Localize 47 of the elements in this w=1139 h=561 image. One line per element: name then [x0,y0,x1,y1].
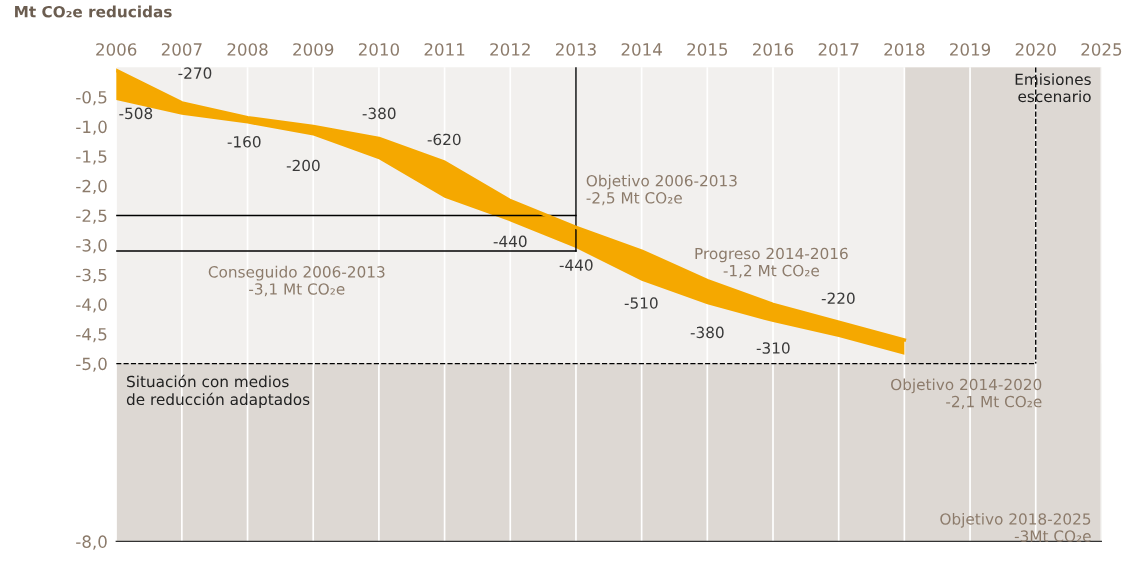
x-tick-label: 2007 [161,43,202,56]
y-tick-label: -4,0 [76,298,107,313]
y-tick-label: -1,0 [76,120,107,135]
ref-line-label: Objetivo 2014-2020 -2,1 Mt CO₂e [891,378,1042,409]
annotation: -220 [821,292,855,305]
y-tick-label: -0,5 [76,90,107,106]
y-tick-label: -2,0 [76,179,107,195]
band-label: Situación con medios de reducción adaptados [126,374,310,409]
x-tick-label: 2006 [96,43,137,56]
annotation: -510 [624,297,658,309]
x-tick-label: 2012 [490,43,530,56]
x-tick-label: 2018 [884,43,925,56]
y-tick-label: -3,5 [76,268,107,283]
x-tick-label: 2010 [358,43,400,56]
x-tick-label: 2011 [424,43,465,56]
y-tick-label: -8,0 [76,535,107,550]
y-tick-label: -1,5 [76,150,107,165]
annotation: -440 [493,235,527,248]
annotation: Progreso 2014-2016 -1,2 Mt CO₂e [695,247,848,278]
y-tick-label: -5,0 [76,357,107,372]
annotation: -160 [227,136,261,148]
x-tick-label: 2025 [1081,43,1122,56]
x-tick-label: 2017 [818,43,859,56]
x-tick-label: 2020 [1015,43,1056,56]
x-tick-label: 2013 [555,43,596,56]
annotation: -310 [756,342,790,354]
y-tick-label: -3,0 [76,239,107,254]
annotation: Objetivo 2018-2025 -3Mt CO₂e [940,512,1091,542]
x-tick-label: 2015 [687,43,728,56]
y-axis-title: Mt CO₂e reducidas [15,5,172,18]
x-tick-label: 2014 [621,43,662,56]
x-tick-label: 2008 [227,43,268,56]
annotation: -508 [119,107,153,120]
x-tick-label: 2016 [753,43,794,56]
ref-line-label: Objetivo 2006-2013 -2,5 Mt CO₂e [586,174,737,206]
ref-line-label: Conseguido 2006-2013 -3,1 Mt CO₂e [208,265,385,297]
annotation: -380 [690,326,724,339]
band-label: Emisiones escenario [1015,73,1091,103]
y-tick-label: -2,5 [76,209,107,224]
y-tick-label: -4,5 [76,328,107,343]
annotation: -270 [178,67,212,79]
annotation: -620 [427,133,461,146]
annotation: -380 [362,107,396,120]
x-tick-label: 2019 [950,43,991,56]
annotation: -200 [286,159,320,172]
x-tick-label: 2009 [293,43,334,56]
annotation: -440 [559,259,593,271]
